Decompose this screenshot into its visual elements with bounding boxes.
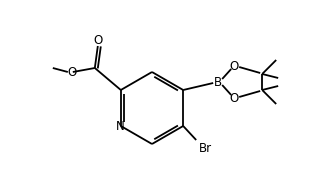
Text: B: B xyxy=(214,75,222,89)
Text: O: O xyxy=(230,60,239,73)
Text: N: N xyxy=(116,120,124,134)
Text: O: O xyxy=(230,91,239,105)
Text: Br: Br xyxy=(199,141,212,154)
Text: O: O xyxy=(93,33,102,46)
Text: O: O xyxy=(67,66,76,80)
